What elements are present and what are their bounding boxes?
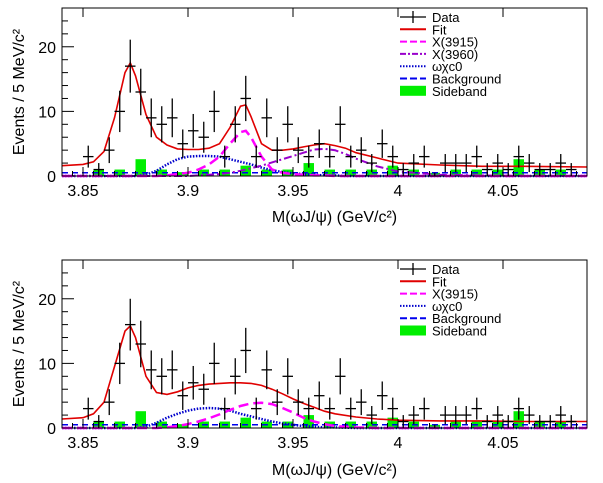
x-tick-label: 4 bbox=[394, 183, 403, 200]
legend-label: ωχc0 bbox=[432, 59, 462, 74]
legend-label: Background bbox=[432, 311, 501, 326]
sideband-bar bbox=[135, 411, 146, 428]
x-tick-label: 3.85 bbox=[67, 435, 98, 452]
chart-panel-top: 3.85 3.9 3.95 4 4.05 0 10 20 M(ωJ/ψ) (GeV/c²) Eve… bbox=[11, 7, 588, 226]
sideband-bar bbox=[114, 421, 125, 428]
sideband-bar bbox=[303, 163, 314, 176]
x-tick-label: 4 bbox=[394, 435, 403, 452]
legend-label: Data bbox=[432, 262, 460, 277]
x-tick-label: 4.05 bbox=[487, 183, 518, 200]
y-tick-label: 0 bbox=[47, 169, 56, 186]
y-tick-label: 20 bbox=[38, 292, 56, 309]
sideband-bar bbox=[156, 169, 167, 176]
legend-sideband-swatch bbox=[400, 325, 426, 336]
sideband-bar bbox=[387, 417, 398, 428]
legend-label: Background bbox=[432, 72, 501, 87]
legend-label: X(3915) bbox=[432, 35, 478, 50]
x-tick-label: 3.9 bbox=[177, 435, 199, 452]
legend-label: X(3915) bbox=[432, 287, 478, 302]
x-axis-label: M(ωJ/ψ) (GeV/c²) bbox=[272, 462, 397, 479]
legend-label: Sideband bbox=[432, 84, 487, 99]
y-axis-label: Events / 5 MeV/c² bbox=[11, 28, 28, 155]
legend-label: X(3960) bbox=[432, 47, 478, 62]
x-tick-label: 3.95 bbox=[277, 183, 308, 200]
legend-label: Data bbox=[432, 10, 460, 25]
sideband-bar bbox=[324, 169, 335, 176]
sideband-bar bbox=[135, 159, 146, 176]
x-tick-label: 4.05 bbox=[487, 435, 518, 452]
sideband-bar bbox=[156, 421, 167, 428]
legend-label: Fit bbox=[432, 274, 447, 289]
legend-label: Fit bbox=[432, 22, 447, 37]
legend-label: ωχc0 bbox=[432, 299, 462, 314]
y-tick-label: 10 bbox=[38, 104, 56, 121]
sideband-bar bbox=[240, 417, 251, 428]
x-axis-label: M(ωJ/ψ) (GeV/c²) bbox=[272, 209, 397, 226]
sideband-bar bbox=[345, 421, 356, 428]
sideband-bar bbox=[366, 169, 377, 176]
sideband-bar bbox=[240, 165, 251, 176]
sideband-bar bbox=[303, 415, 314, 428]
y-tick-label: 0 bbox=[47, 421, 56, 438]
y-axis-label: Events / 5 MeV/c² bbox=[11, 280, 28, 407]
sideband-bar bbox=[114, 169, 125, 176]
chart-panel-bottom: 3.85 3.9 3.95 4 4.05 0 10 20 M(ωJ/ψ) (GeV/c²) Eve… bbox=[11, 259, 588, 479]
x-tick-label: 3.95 bbox=[277, 435, 308, 452]
fit-curve bbox=[61, 61, 588, 168]
sideband-bar bbox=[555, 169, 566, 176]
x-tick-label: 3.85 bbox=[67, 183, 98, 200]
sideband-bar bbox=[555, 421, 566, 428]
legend-sideband-swatch bbox=[400, 85, 426, 96]
legend-label: Sideband bbox=[432, 324, 487, 339]
sideband-bar bbox=[366, 421, 377, 428]
y-tick-label: 10 bbox=[38, 356, 56, 373]
x-tick-label: 3.9 bbox=[177, 183, 199, 200]
y-tick-label: 20 bbox=[38, 40, 56, 57]
sideband-bar bbox=[345, 169, 356, 176]
